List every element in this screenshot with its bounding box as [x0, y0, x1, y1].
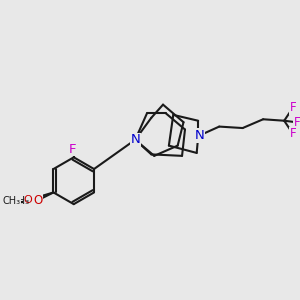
- Text: CH₃: CH₃: [3, 196, 21, 206]
- Text: N: N: [195, 129, 205, 142]
- Text: F: F: [68, 142, 76, 156]
- Text: CH₃: CH₃: [11, 196, 30, 206]
- Text: O: O: [24, 195, 32, 205]
- Text: N: N: [130, 133, 140, 146]
- Text: F: F: [294, 116, 300, 129]
- Text: F: F: [290, 128, 296, 140]
- Text: O: O: [34, 194, 43, 207]
- Text: F: F: [290, 101, 296, 114]
